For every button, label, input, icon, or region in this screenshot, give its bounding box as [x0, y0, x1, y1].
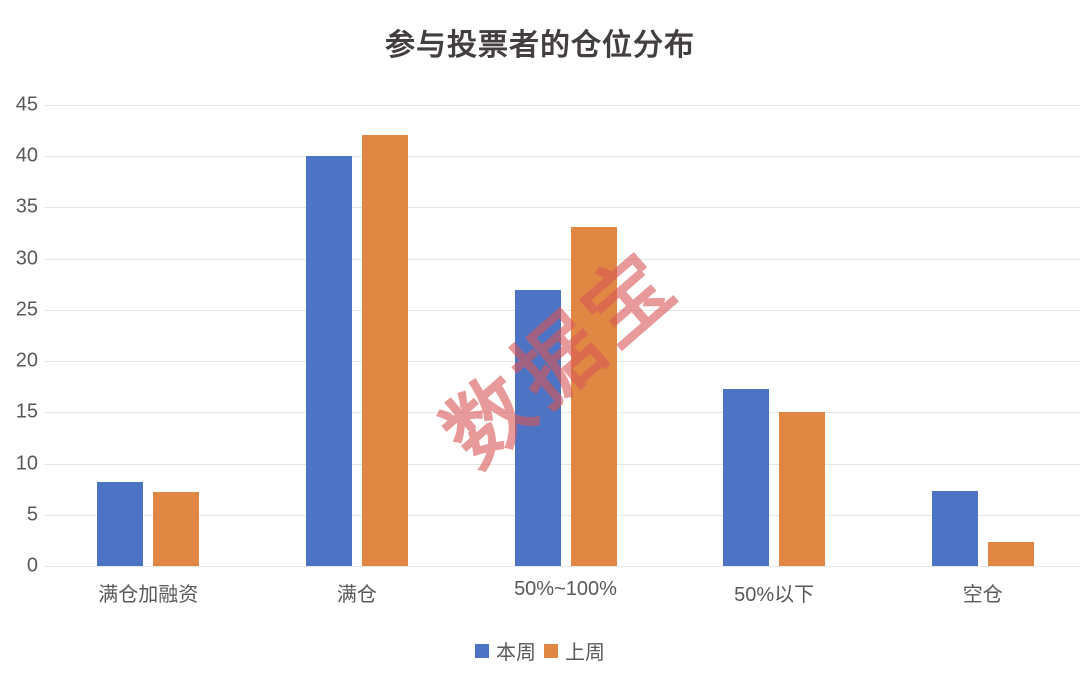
- legend-swatch: [475, 643, 489, 658]
- legend: 本周 上周: [0, 636, 1080, 665]
- plot-area: [44, 105, 1080, 567]
- bar-series-1-cat-2: [570, 226, 617, 566]
- x-tick-label: 满仓: [336, 584, 377, 606]
- y-tick-label: 15: [15, 400, 38, 423]
- chart-title: 参与投票者的仓位分布: [385, 29, 695, 62]
- y-tick-label: 20: [15, 349, 38, 372]
- bar-series-0-cat-4: [931, 491, 978, 566]
- x-tick-label: 50%~100%: [514, 578, 617, 600]
- x-tick-label: 50%以下: [734, 584, 815, 606]
- x-tick-label: 满仓加融资: [98, 584, 199, 606]
- y-axis: 0 5 10 15 20 25 30 35 40 45: [0, 94, 38, 577]
- y-tick-label: 0: [26, 554, 38, 577]
- y-tick-label: 30: [15, 247, 38, 270]
- gridline: [44, 309, 1080, 311]
- gridline: [44, 514, 1080, 516]
- bar-series-1-cat-0: [153, 492, 200, 566]
- gridline: [44, 207, 1080, 209]
- gridline: [44, 361, 1080, 363]
- x-axis: 满仓加融资 满仓 50%~100% 50%以下 空仓: [44, 578, 1080, 608]
- legend-swatch: [544, 643, 558, 658]
- bar-series-0-cat-2: [514, 290, 561, 566]
- y-tick-label: 40: [15, 144, 38, 167]
- bar-series-1-cat-3: [779, 412, 826, 566]
- y-tick-label: 10: [15, 452, 38, 475]
- y-tick-label: 25: [15, 298, 38, 321]
- bar-series-1-cat-4: [987, 542, 1034, 566]
- gridline: [44, 105, 1080, 106]
- y-tick-label: 45: [15, 93, 38, 116]
- bar-series-0-cat-0: [97, 482, 144, 566]
- bar-series-1-cat-1: [361, 134, 408, 566]
- legend-item: 本周: [475, 636, 536, 665]
- legend-label: 本周: [496, 642, 536, 664]
- bar-series-0-cat-3: [723, 388, 770, 566]
- legend-item: 上周: [544, 636, 605, 665]
- gridline: [44, 566, 1080, 567]
- y-tick-label: 5: [26, 503, 38, 526]
- gridline: [44, 463, 1080, 465]
- bar-series-0-cat-1: [305, 156, 352, 566]
- legend-label: 上周: [565, 642, 605, 664]
- gridline: [44, 156, 1080, 158]
- y-tick-label: 35: [15, 195, 38, 218]
- gridline: [44, 412, 1080, 414]
- x-tick-label: 空仓: [962, 584, 1003, 606]
- gridline: [44, 258, 1080, 260]
